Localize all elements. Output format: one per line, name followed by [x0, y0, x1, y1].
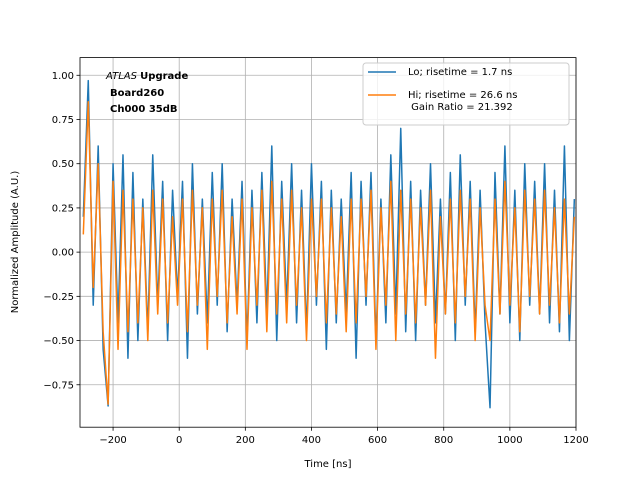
x-tick-label: 400 [302, 435, 321, 446]
y-tick-label: −0.25 [43, 292, 74, 303]
x-axis-label: Time [ns] [303, 459, 351, 470]
annotation-bold: Upgrade [140, 71, 188, 82]
x-tick-label: −200 [99, 435, 126, 446]
y-tick-label: −0.50 [43, 336, 74, 347]
annotation-line: Board260 [110, 88, 164, 99]
x-tick-label: 1000 [497, 435, 522, 446]
series-line [82, 101, 576, 405]
x-tick-label: 200 [236, 435, 255, 446]
annotation-line: Ch000 35dB [110, 104, 178, 115]
x-tick-label: 0 [176, 435, 182, 446]
y-tick-label: −0.75 [43, 380, 74, 391]
y-tick-label: 0.25 [52, 203, 74, 214]
legend-box [362, 62, 570, 126]
annotation: ATLAS Upgrade [105, 71, 188, 82]
y-tick-label: 0.00 [52, 248, 74, 259]
x-tick-label: 1200 [563, 435, 588, 446]
x-tick-label: 800 [434, 435, 453, 446]
y-tick-label: 0.50 [52, 159, 74, 170]
x-tick-label: 600 [368, 435, 387, 446]
plot-frame [79, 57, 577, 428]
legend-label: Lo; risetime = 1.7 ns [408, 67, 512, 78]
legend-label: Hi; risetime = 26.6 ns Gain Ratio = 21.3… [408, 90, 517, 113]
y-axis-label: Normalized Amplitude (A.U.) [10, 171, 21, 314]
annotation-italic: ATLAS [105, 71, 138, 82]
y-tick-label: 0.75 [52, 115, 74, 126]
y-tick-label: 1.00 [52, 71, 74, 82]
